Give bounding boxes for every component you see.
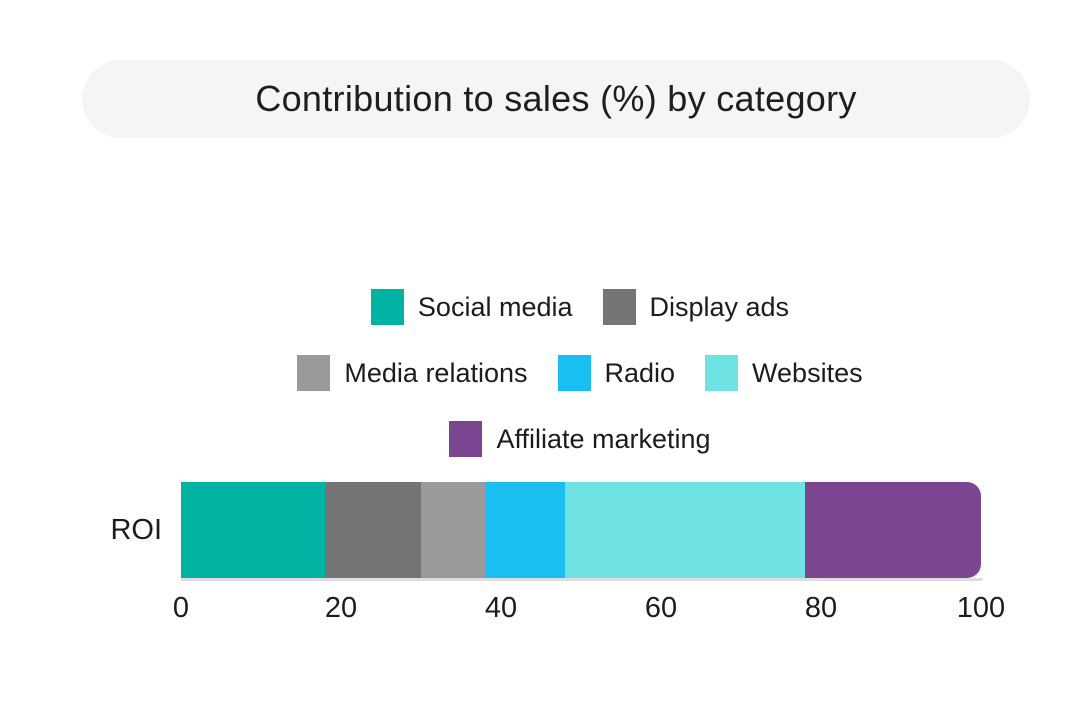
legend-row: Social media Display ads — [140, 288, 1020, 326]
chart-title: Contribution to sales (%) by category — [255, 78, 857, 119]
bar-segment-websites — [565, 482, 805, 578]
legend-swatch-websites — [705, 355, 739, 391]
legend-label-affiliate-marketing: Affiliate marketing — [496, 423, 711, 454]
bar-segment-display-ads — [325, 482, 421, 578]
legend-label-websites: Websites — [752, 357, 863, 388]
legend-label-media-relations: Media relations — [344, 357, 528, 388]
legend-item-display-ads: Display ads — [602, 289, 790, 325]
legend-label-display-ads: Display ads — [649, 291, 790, 322]
bar-segment-media-relations — [421, 482, 485, 578]
legend-label-social-media: Social media — [417, 291, 573, 322]
legend-row: Media relations Radio Websites — [140, 354, 1020, 392]
legend-label-radio: Radio — [604, 357, 676, 388]
legend-item-social-media: Social media — [370, 289, 573, 325]
x-tick-label-20: 20 — [324, 592, 358, 624]
bar-segment-radio — [485, 482, 565, 578]
y-category-label: ROI — [110, 514, 162, 546]
bar-baseline — [181, 578, 983, 581]
bar-segment-social-media — [181, 482, 325, 578]
legend-item-media-relations: Media relations — [297, 355, 528, 391]
x-tick-label-100: 100 — [956, 592, 1006, 624]
x-tick-label-40: 40 — [484, 592, 518, 624]
legend-item-affiliate-marketing: Affiliate marketing — [449, 421, 711, 457]
stacked-bar — [181, 482, 981, 578]
legend-swatch-affiliate-marketing — [449, 421, 483, 457]
legend-item-radio: Radio — [557, 355, 676, 391]
x-tick-label-0: 0 — [172, 592, 190, 624]
legend-swatch-radio — [557, 355, 591, 391]
legend-item-websites: Websites — [705, 355, 863, 391]
chart-title-panel: Contribution to sales (%) by category — [82, 60, 1030, 138]
legend-swatch-social-media — [370, 289, 404, 325]
x-axis-tick-labels: 0 20 40 60 80 100 — [173, 592, 1005, 628]
legend-swatch-display-ads — [602, 289, 636, 325]
legend-row: Affiliate marketing — [140, 420, 1020, 458]
x-tick-label-60: 60 — [644, 592, 678, 624]
x-tick-label-80: 80 — [804, 592, 838, 624]
bar-segment-affiliate-marketing — [805, 482, 981, 578]
legend-swatch-media-relations — [297, 355, 331, 391]
legend: Social media Display ads Media relations Ra… — [140, 288, 1020, 458]
